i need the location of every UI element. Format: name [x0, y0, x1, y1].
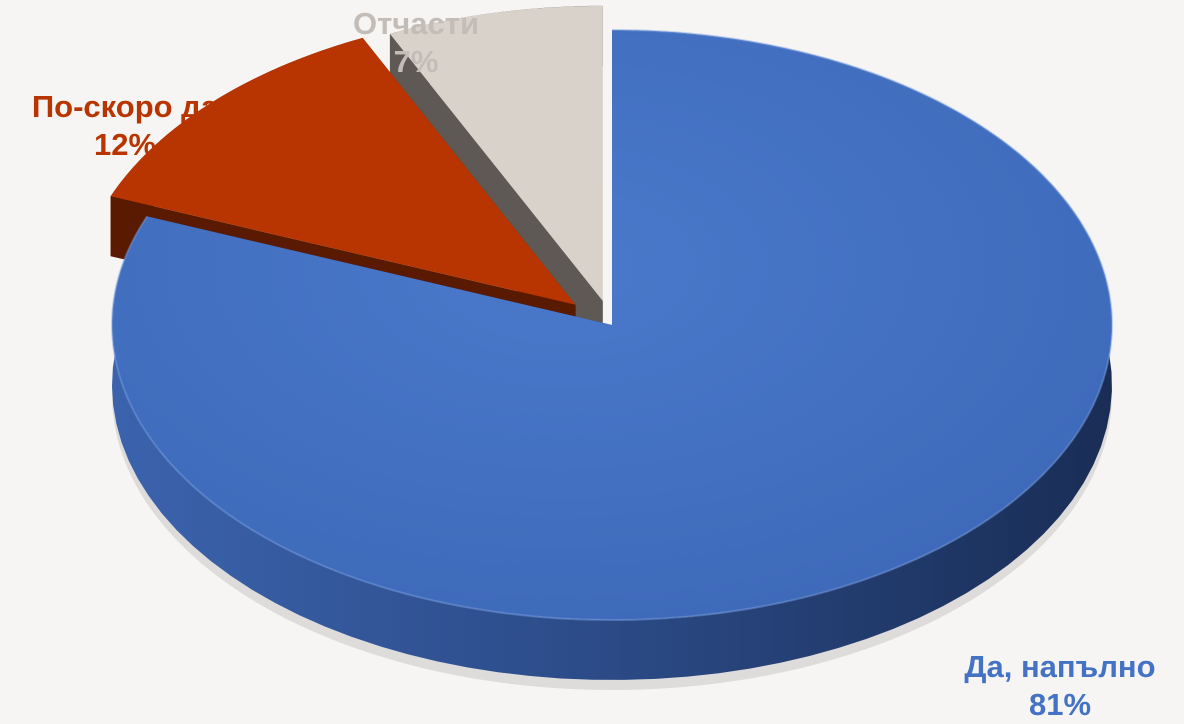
data-label-2-category: Отчасти: [352, 6, 479, 41]
data-label-0-category: Да, напълно: [964, 649, 1156, 684]
data-label-0-percent: 81%: [1028, 687, 1092, 722]
data-label-0: Да, напълно 81%: [940, 648, 1180, 724]
data-label-1: По-скоро да 12%: [10, 88, 240, 164]
data-label-1-category: По-скоро да: [31, 89, 219, 124]
slice-2: [389, 5, 603, 301]
data-label-2: Отчасти 7%: [316, 5, 516, 81]
slice-0: [111, 30, 1112, 620]
slice-1: [110, 37, 576, 305]
data-label-1-percent: 12%: [93, 127, 157, 162]
slice-rim-0: [111, 29, 1113, 621]
data-label-2-percent: 7%: [393, 44, 439, 79]
